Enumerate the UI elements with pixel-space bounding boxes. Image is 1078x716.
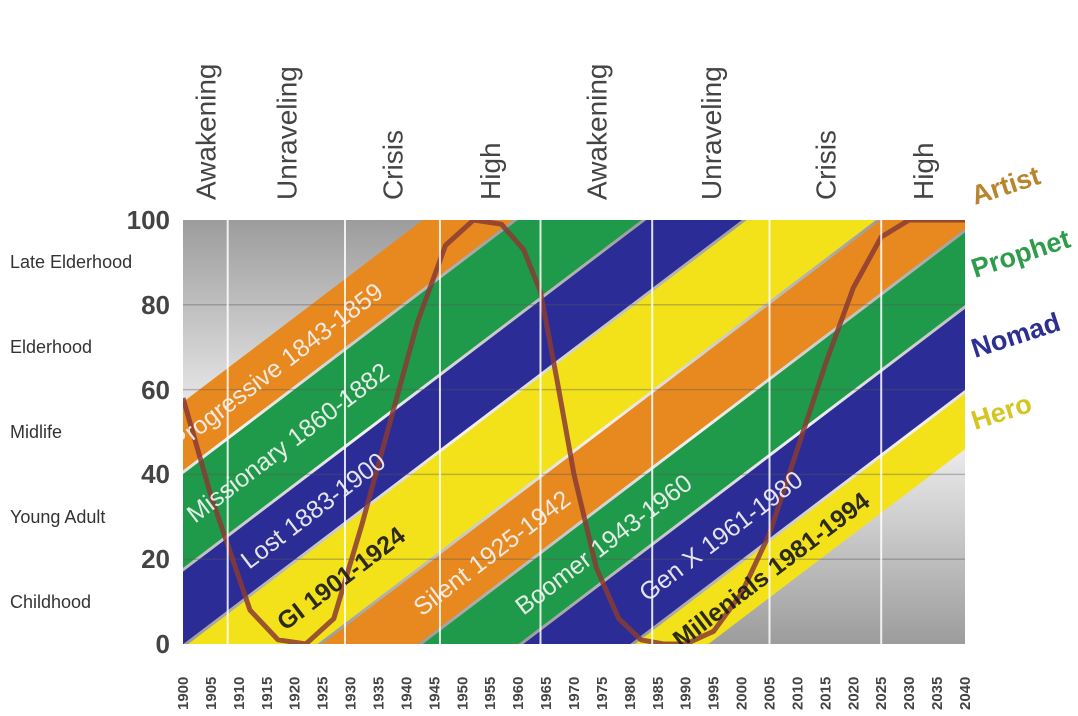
x-tick-label: 2030 <box>901 677 918 710</box>
life-stage-label: Late Elderhood <box>10 252 133 273</box>
turning-label: High <box>475 142 506 200</box>
x-tick-label: 1975 <box>594 677 611 710</box>
x-tick-label: 1995 <box>706 677 723 710</box>
x-tick-label: 1960 <box>510 677 527 710</box>
x-tick-label: 1940 <box>398 677 415 710</box>
archetype-label: Hero <box>968 388 1036 436</box>
x-tick-label: 1990 <box>678 677 695 710</box>
x-tick-label: 1935 <box>371 677 388 710</box>
x-tick-label: 1925 <box>315 677 332 710</box>
generation-band <box>523 308 965 644</box>
x-tick-label: 1955 <box>482 677 499 710</box>
turning-labels: Awakening Unraveling Crisis High Awakening Un… <box>190 63 939 200</box>
x-tick-label: 1915 <box>259 677 276 710</box>
turning-label: Crisis <box>378 130 409 200</box>
turning-label: Unraveling <box>271 66 302 200</box>
x-tick-label: 1950 <box>454 677 471 710</box>
x-tick-label: 1985 <box>650 677 667 710</box>
x-tick-label: 1930 <box>343 677 360 710</box>
generation-bands <box>183 220 965 644</box>
y-tick-label: 20 <box>141 544 170 575</box>
x-tick-label: 2040 <box>957 677 974 710</box>
generation-band <box>183 220 642 568</box>
turning-label: High <box>908 142 939 200</box>
life-stage-label: Young Adult <box>10 506 106 527</box>
x-tick-label: 1970 <box>566 677 583 710</box>
x-tick-label: 1965 <box>538 677 555 710</box>
x-axis-ticks: 1900 1905 1910 1915 1920 1925 1930 1935 1940 1945… <box>175 677 974 710</box>
archetype-label: Nomad <box>968 307 1064 364</box>
y-tick-label: 100 <box>126 205 170 235</box>
turning-label: Unraveling <box>696 66 727 200</box>
x-tick-label: 1945 <box>426 677 443 710</box>
y-tick-label: 0 <box>155 629 170 659</box>
x-tick-label: 2025 <box>873 677 890 710</box>
x-tick-label: 1900 <box>175 677 192 710</box>
generation-band <box>322 220 965 644</box>
turning-label: Awakening <box>190 63 221 199</box>
x-tick-label: 2005 <box>762 677 779 710</box>
saeculum-curve <box>183 220 965 644</box>
y-tick-label: 80 <box>141 289 170 320</box>
generation-band <box>422 232 965 644</box>
turning-label: Crisis <box>810 130 841 200</box>
generation-band <box>635 393 965 644</box>
x-tick-label: 2000 <box>734 677 751 710</box>
x-tick-label: 1920 <box>287 677 304 710</box>
life-stage-label: Midlife <box>10 422 63 442</box>
y-tick-label: 40 <box>141 459 170 490</box>
x-tick-label: 2035 <box>929 677 946 710</box>
archetype-label: Prophet <box>968 224 1074 284</box>
life-stage-label: Elderhood <box>10 337 93 358</box>
x-tick-label: 2020 <box>845 677 862 710</box>
x-tick-label: 2010 <box>789 677 806 710</box>
archetype-label: Artist <box>968 160 1044 210</box>
generation-band <box>183 220 742 644</box>
turning-label: Awakening <box>581 63 612 199</box>
cycle-curve-group <box>183 220 965 644</box>
turning-dividers <box>226 220 883 644</box>
life-stage-label: Childhood <box>10 591 92 612</box>
x-tick-label: 1980 <box>622 677 639 710</box>
x-tick-label: 2015 <box>817 677 834 710</box>
x-tick-label: 1905 <box>203 677 220 710</box>
archetype-legend: Artist Prophet Nomad Hero <box>968 160 1074 435</box>
x-tick-label: 1910 <box>231 677 248 710</box>
y-tick-label: 60 <box>141 374 170 405</box>
